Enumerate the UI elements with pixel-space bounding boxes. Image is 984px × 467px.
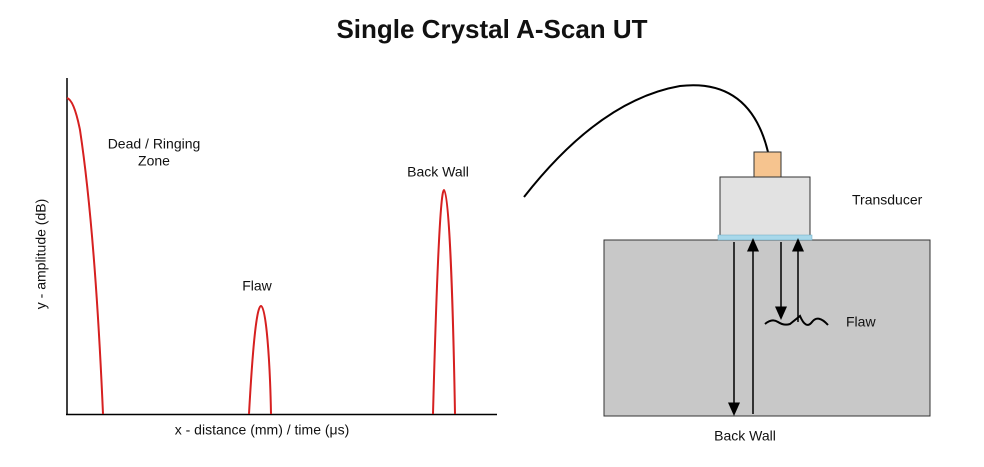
transducer — [719, 176, 811, 237]
a-scan: y - amplitude (dB) x - distance (mm) / t… — [33, 78, 497, 438]
connector — [753, 151, 782, 178]
transducer-label: Transducer — [852, 192, 923, 208]
peak-label: Back Wall — [407, 164, 469, 180]
setup: Transducer Flaw Back Wall — [523, 84, 931, 444]
peak-label: Dead / Ringing — [108, 136, 201, 152]
flaw — [764, 314, 829, 326]
back-wall-peak — [432, 188, 456, 415]
title: Single Crystal A-Scan UT — [336, 14, 647, 44]
dead-zone-curve — [66, 97, 104, 415]
flaw-label: Flaw — [846, 314, 876, 330]
peak-label: Flaw — [242, 278, 272, 294]
x-axis-label: x - distance (mm) / time (μs) — [175, 422, 350, 438]
peak-label: Zone — [138, 153, 170, 169]
cable — [523, 84, 769, 198]
flaw-peak — [248, 304, 272, 415]
test-block — [603, 239, 931, 417]
couplant — [717, 234, 813, 241]
back-wall-label: Back Wall — [714, 428, 776, 444]
y-axis-label: y - amplitude (dB) — [33, 199, 49, 309]
